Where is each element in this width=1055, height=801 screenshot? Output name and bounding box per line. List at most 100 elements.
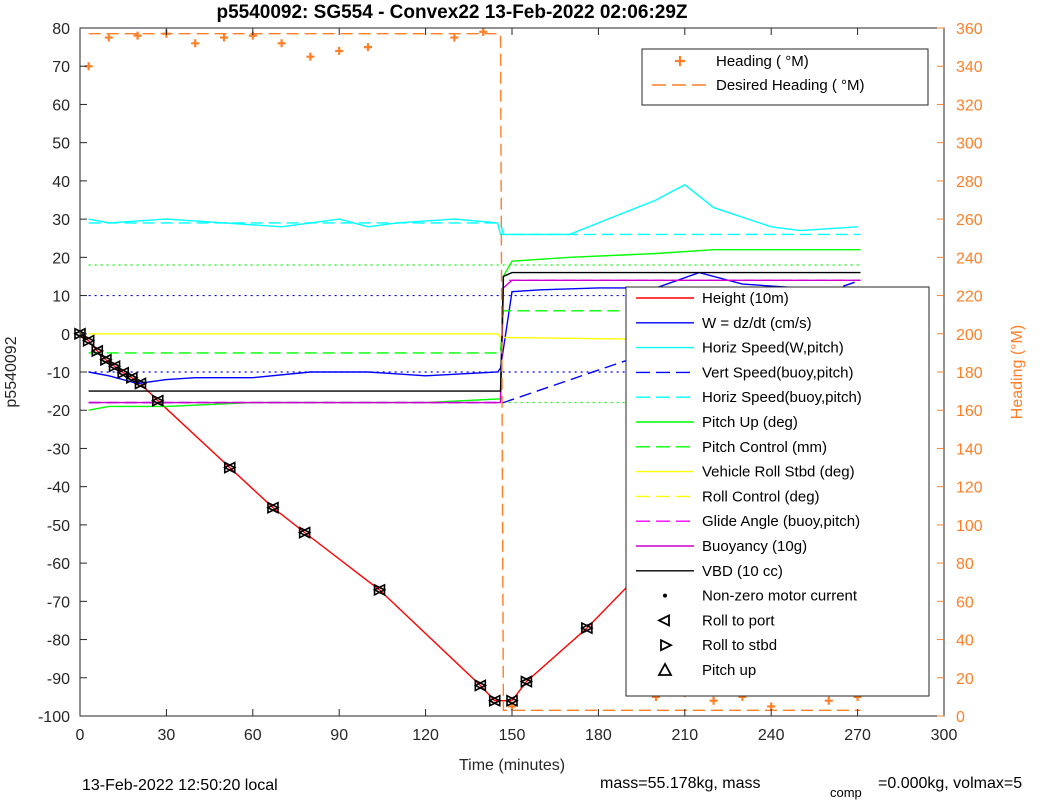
legend-swatch-tri-right: [660, 638, 674, 652]
legend-label: Roll to port: [702, 612, 775, 629]
heading-marker: [104, 33, 113, 42]
y-tick-label: 70: [52, 59, 70, 76]
y2-tick-label: 100: [956, 518, 983, 535]
x-tick-label: 60: [244, 727, 262, 744]
main-legend-box: [625, 286, 930, 697]
legend-label: Height (10m): [702, 290, 789, 307]
legend-label: W = dz/dt (cm/s): [702, 315, 812, 332]
legend-label: Buoyancy (10g): [702, 538, 807, 555]
y-tick-label: 50: [52, 136, 70, 153]
y2-tick-label: 120: [956, 480, 983, 497]
roll-stbd-marker: [488, 694, 502, 708]
x-tick-label: 30: [158, 727, 176, 744]
roll-stbd-marker: [223, 461, 237, 474]
y-tick-label: 0: [61, 327, 70, 344]
series-line-12: [88, 33, 861, 711]
main-legend: Height (10m) W = dz/dt (cm/s) Horiz Speed(…: [625, 286, 930, 697]
roll-stbd-marker: [267, 501, 280, 514]
y2-tick-label: 280: [956, 174, 983, 191]
y2-axis-label: Heading (°M): [1009, 325, 1026, 419]
legend-label: Pitch Control (mm): [702, 439, 827, 456]
y-tick-label: 60: [52, 97, 70, 114]
roll-stbd-marker: [151, 394, 165, 407]
heading-marker: [479, 27, 488, 36]
legend-swatch-dot: [663, 593, 667, 598]
roll-stbd-marker: [474, 679, 488, 692]
y-tick-label: -100: [38, 709, 70, 726]
y2-tick-label: 160: [956, 403, 983, 420]
y2-tick-label: 220: [956, 289, 983, 306]
y-tick-label: -70: [47, 594, 70, 611]
roll-stbd-marker: [91, 344, 105, 358]
heading-marker: [191, 39, 200, 48]
legend-label: Vert Speed(buoy,pitch): [702, 364, 853, 381]
y-tick-label: 30: [52, 212, 70, 229]
roll-stbd-marker: [581, 621, 594, 635]
x-tick-label: 150: [499, 727, 526, 744]
y2-tick-label: 140: [956, 441, 983, 458]
y2-tick-label: 320: [956, 97, 983, 114]
roll-stbd-marker: [134, 377, 148, 390]
y-tick-label: -90: [47, 671, 70, 688]
y2-tick-label: 60: [956, 594, 974, 611]
y-tick-label: -20: [47, 403, 70, 420]
heading-marker: [364, 43, 372, 52]
y-axis-right: 0 20 40 60 80 100 120 140 160 180 200 220 240 260 280 3…: [937, 21, 983, 726]
y2-tick-label: 80: [956, 556, 974, 573]
roll-stbd-marker: [126, 371, 139, 385]
x-tick-label: 210: [671, 727, 698, 744]
x-tick-label: 120: [412, 727, 439, 744]
y-tick-label: -80: [47, 633, 70, 650]
chart-title: p5540092: SG554 - Convex22 13-Feb-2022 0…: [216, 2, 687, 23]
y-tick-label: -50: [47, 518, 70, 535]
legend-label: Horiz Speed(W,pitch): [702, 340, 844, 357]
heading-legend-box: [641, 48, 929, 106]
x-tick-label: 0: [76, 727, 85, 744]
heading-marker: [306, 52, 315, 61]
y-tick-label: -30: [47, 441, 70, 458]
x-tick-label: 90: [330, 727, 348, 744]
legend-label: VBD (10 cc): [702, 563, 783, 580]
heading-legend: Heading ( °M) Desired Heading ( °M): [641, 48, 929, 106]
legend-heading-marker: [675, 56, 685, 66]
roll-stbd-marker: [108, 359, 122, 373]
legend-label: Roll to stbd: [702, 637, 777, 654]
heading-marker: [277, 39, 286, 48]
y-tick-label: 40: [52, 174, 70, 191]
y2-tick-label: 40: [956, 633, 974, 650]
roll-stbd-marker: [117, 366, 130, 380]
legend-swatch-tri-left: [656, 613, 670, 627]
heading-marker: [220, 33, 228, 42]
y2-tick-label: 180: [956, 365, 983, 382]
heading-marker: [450, 33, 459, 42]
y2-tick-label: 340: [956, 59, 983, 76]
y2-tick-label: 240: [956, 250, 983, 267]
legend-label: Horiz Speed(buoy,pitch): [702, 389, 862, 406]
legend-label: Pitch Up (deg): [702, 414, 798, 431]
roll-stbd-marker: [100, 353, 113, 367]
heading-marker: [133, 31, 142, 40]
x-axis-label: Time (minutes): [459, 757, 565, 774]
heading-marker: [709, 696, 718, 705]
y2-tick-label: 0: [956, 709, 965, 726]
legend-label: Vehicle Roll Stbd (deg): [702, 464, 855, 481]
legend-heading-label: Desired Heading ( °M): [716, 77, 865, 94]
y-axis-label: p5540092: [3, 336, 20, 407]
roll-stbd-marker: [82, 334, 96, 347]
y2-tick-label: 20: [956, 671, 974, 688]
x-tick-label: 300: [931, 727, 958, 744]
y2-tick-label: 200: [956, 327, 983, 344]
footer-local-time: 13-Feb-2022 12:50:20 local: [82, 777, 278, 794]
y-tick-label: 80: [52, 21, 70, 38]
y-tick-label: 20: [52, 250, 70, 267]
roll-stbd-marker: [520, 675, 534, 688]
x-tick-label: 180: [585, 727, 612, 744]
footer-mass: mass=55.178kg, mass: [600, 775, 761, 792]
roll-stbd-marker: [298, 526, 312, 539]
legend-label: Pitch up: [702, 662, 756, 679]
footer-comp-subscript: comp: [830, 785, 862, 800]
y-tick-label: -40: [47, 480, 70, 497]
footer-volmax: =0.000kg, volmax=5: [878, 775, 1022, 792]
heading-marker: [824, 696, 833, 705]
